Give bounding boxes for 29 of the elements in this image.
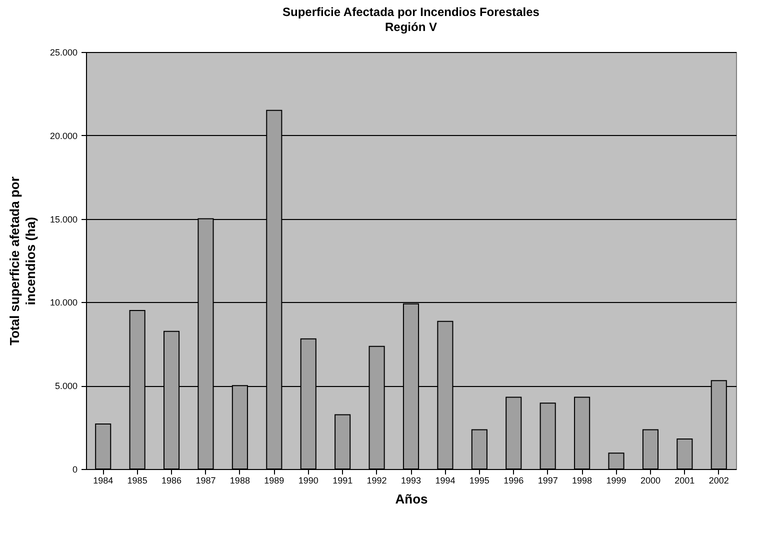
chart-title: Superficie Afectada por Incendios Forestales xyxy=(282,5,540,19)
x-tick-label: 1996 xyxy=(504,476,524,486)
x-tick-label: 1991 xyxy=(332,476,353,486)
y-tick-label: 0 xyxy=(72,464,78,474)
y-tick-label: 5.000 xyxy=(54,381,78,392)
x-tick-label: 1994 xyxy=(435,476,456,486)
x-tick-label: 1993 xyxy=(400,476,422,486)
x-tick-label: 1998 xyxy=(572,476,592,486)
x-axis-title: Años xyxy=(395,492,428,506)
x-tick-label: 1984 xyxy=(93,476,114,486)
x-tick-label: 1987 xyxy=(196,476,216,486)
x-tick-label: 1986 xyxy=(162,476,182,486)
y-axis-title: Total superficie afetada por incendios (ha) xyxy=(6,176,38,346)
y-tick-label: 10.000 xyxy=(50,298,78,308)
x-tick-label: 2000 xyxy=(640,476,660,486)
x-tick-label: 1989 xyxy=(264,476,284,486)
y-tick-label: 20.000 xyxy=(50,130,78,141)
x-tick-label: 2001 xyxy=(674,476,695,486)
x-tick-label: 1990 xyxy=(298,476,318,486)
x-tick-label: 1988 xyxy=(230,476,250,486)
x-tick-label: 1999 xyxy=(606,476,626,486)
x-tick-label: 1997 xyxy=(538,476,558,486)
x-tick-label: 2002 xyxy=(708,476,729,486)
y-tick-label: 15.000 xyxy=(50,214,78,224)
y-tick-label: 25.000 xyxy=(50,48,78,58)
x-tick-label: 1992 xyxy=(366,476,387,486)
chart-subtitle: Región V xyxy=(384,20,438,34)
x-tick-label: 1995 xyxy=(469,476,490,486)
x-tick-label: 1985 xyxy=(127,476,148,486)
